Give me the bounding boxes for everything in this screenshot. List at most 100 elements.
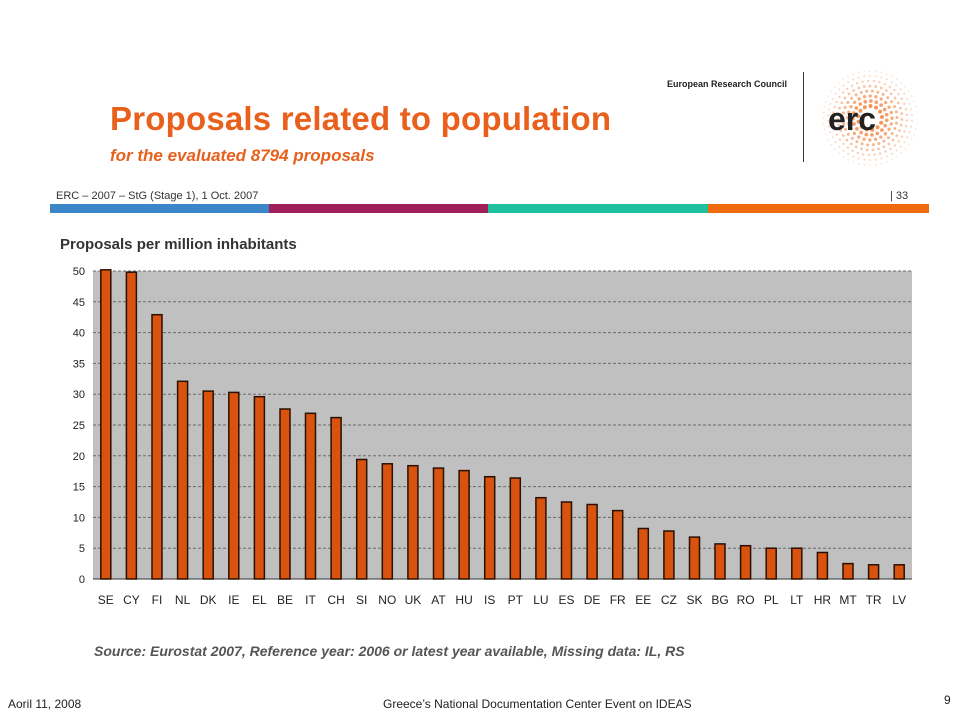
logo-dot xyxy=(878,109,883,114)
logo-dot xyxy=(883,132,888,136)
logo-dot xyxy=(885,161,888,163)
logo-dot xyxy=(841,91,845,94)
y-tick-label: 5 xyxy=(79,543,85,555)
x-tick-label: MT xyxy=(839,593,857,607)
x-tick-label: RO xyxy=(737,593,755,607)
logo-dot xyxy=(872,80,876,83)
logo-dot xyxy=(836,112,840,116)
logo-dot xyxy=(838,145,841,148)
logo-dot xyxy=(878,81,881,84)
logo-dot xyxy=(846,87,849,90)
logo-dot xyxy=(888,85,891,88)
logo-dot xyxy=(868,138,872,142)
logo-dot xyxy=(879,103,883,107)
logo-dot xyxy=(850,96,854,100)
x-tick-label: DK xyxy=(200,593,217,607)
logo-dot xyxy=(894,110,898,114)
bar-se xyxy=(100,269,112,580)
color-bar-blue xyxy=(50,204,269,213)
x-tick-label: SK xyxy=(686,593,702,607)
logo-dot xyxy=(842,78,845,81)
logo-dot xyxy=(874,85,878,88)
logo-dot xyxy=(841,117,845,120)
logo-dot xyxy=(860,147,863,151)
logo-dot xyxy=(884,150,887,153)
logo-dot xyxy=(847,121,851,126)
logo-dot xyxy=(874,95,878,99)
logo-dot xyxy=(870,89,874,93)
bar-is xyxy=(483,475,496,580)
bar-dk xyxy=(202,390,214,580)
logo-dot xyxy=(851,116,855,121)
logo-dot xyxy=(893,127,897,130)
logo-dot xyxy=(838,106,841,110)
logo-dot xyxy=(895,78,898,81)
logo-dot xyxy=(865,89,869,93)
org-name: European Research Council xyxy=(667,79,788,89)
logo-dot xyxy=(846,116,850,120)
logo-dot xyxy=(875,125,880,130)
logo-dot xyxy=(865,148,869,152)
logo-dot xyxy=(903,141,906,144)
bar-hr xyxy=(816,551,829,580)
x-tick-label: CY xyxy=(123,593,140,607)
x-tick-label: PL xyxy=(764,593,779,607)
bar-ch xyxy=(330,416,342,580)
logo-dot xyxy=(867,153,871,157)
logo-dot xyxy=(863,99,868,104)
logo-dot xyxy=(907,90,910,93)
logo-dot xyxy=(906,136,909,139)
logo-dot xyxy=(869,159,872,161)
logo-dot xyxy=(904,108,908,111)
x-tick-label: LV xyxy=(892,593,906,607)
x-tick-label: IT xyxy=(305,593,316,607)
logo-dot xyxy=(852,89,855,92)
logo-dot xyxy=(895,134,899,137)
logo-dot xyxy=(846,101,850,104)
bar-at xyxy=(432,467,445,580)
bar-sk xyxy=(688,536,701,580)
x-tick-label: BG xyxy=(711,593,728,607)
logo-dot xyxy=(883,123,888,128)
logo-dot xyxy=(900,81,902,84)
logo-dot xyxy=(852,131,856,136)
logo-dot xyxy=(852,78,855,81)
logo-dot xyxy=(887,142,891,146)
y-tick-label: 25 xyxy=(73,420,85,432)
logo-dot xyxy=(914,128,917,130)
bar-bg xyxy=(714,543,726,580)
bar-es xyxy=(560,501,573,580)
logo-dot xyxy=(855,140,859,144)
logo-dot xyxy=(837,123,841,127)
presentation-meta: ERC – 2007 – StG (Stage 1), 1 Oct. 2007 xyxy=(56,190,259,202)
logo-dot xyxy=(852,161,855,163)
logo-dot xyxy=(868,84,872,88)
logo-dot xyxy=(866,143,870,147)
x-tick-label: BE xyxy=(277,593,293,607)
logo-dot xyxy=(857,157,860,160)
logo-dot xyxy=(905,113,909,116)
logo-dot xyxy=(879,86,883,90)
bar-pl xyxy=(765,547,777,580)
logo-dot xyxy=(857,97,861,101)
logo-dot xyxy=(899,106,902,110)
logo-dot xyxy=(890,100,894,104)
logo-dot xyxy=(885,155,888,158)
logo-dot xyxy=(870,127,875,132)
logo-dot xyxy=(839,129,842,132)
logo-dot xyxy=(882,145,886,149)
x-tick-label: HU xyxy=(455,593,472,607)
logo-dot xyxy=(895,116,899,119)
y-tick-label: 40 xyxy=(73,328,85,340)
logo-dot xyxy=(896,101,900,105)
logo-dot xyxy=(903,130,906,133)
logo-dot xyxy=(852,122,856,126)
logo-dot xyxy=(895,84,898,87)
logo-dot xyxy=(847,158,850,161)
logo-dot xyxy=(849,105,853,109)
logo-dot xyxy=(886,136,890,140)
logo-dot xyxy=(900,152,903,154)
y-tick-label: 0 xyxy=(79,574,85,586)
logo-dot xyxy=(844,127,847,131)
